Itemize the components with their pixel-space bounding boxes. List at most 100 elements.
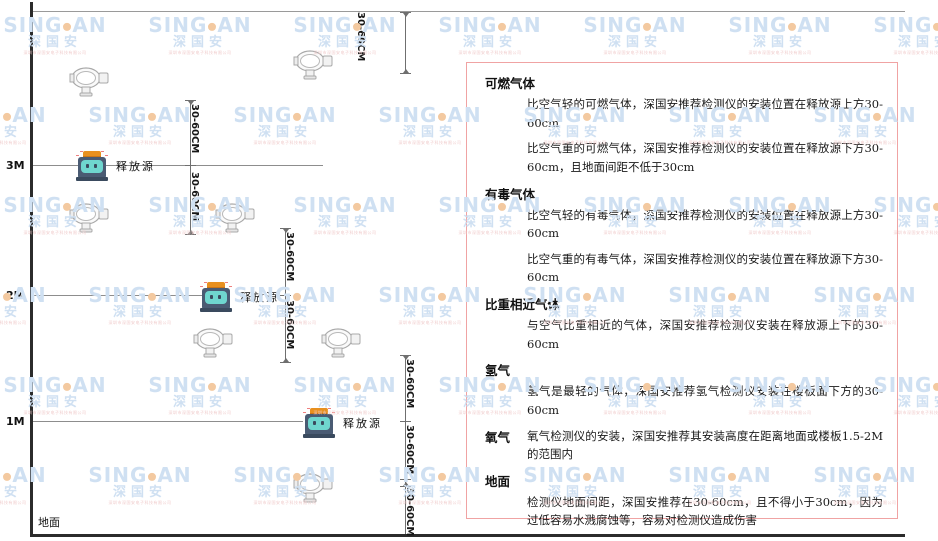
- vertical-axis: [30, 2, 33, 537]
- section-paragraph: 比空气轻的可燃气体，深国安推荐检测仪的安装位置在释放源上方30-60cm: [527, 97, 883, 130]
- dimension-arrow: [280, 228, 291, 233]
- watermark-cn: 深国安: [0, 484, 22, 500]
- watermark-cn: 深国安: [172, 34, 227, 50]
- dimension-arrow: [185, 100, 196, 105]
- dimension-line-lower: [405, 355, 406, 534]
- guideline-section: 有毒气体比空气轻的有毒气体，深国安推荐检测仪的安装位置在释放源上方30-60cm…: [481, 184, 883, 288]
- ground-line: [30, 534, 905, 537]
- dimension-arrow: [400, 355, 411, 360]
- dimension-text: 30-60CM: [355, 12, 366, 62]
- gas-detector-icon: [190, 325, 236, 359]
- section-paragraph: 与空气比重相近的气体，深国安推荐检测仪安装在释放源上下的30-60cm: [527, 318, 883, 351]
- section-title: 有毒气体: [485, 186, 536, 202]
- section-paragraph: 比空气重的有毒气体，深国安推荐检测仪的安装位置在释放源下方30-60cm: [527, 251, 883, 285]
- dimension-tick: [185, 165, 196, 166]
- watermark-sub: 深圳市深国安电子科技有限公司: [0, 500, 27, 506]
- gas-detector-icon: [66, 64, 112, 98]
- level-label-1m: 1M: [6, 415, 25, 428]
- section-title: 地面: [485, 473, 511, 489]
- section-title: 氧气: [485, 429, 511, 445]
- release-source-label: 释放源: [343, 417, 382, 430]
- gas-detector-icon: [290, 47, 336, 81]
- watermark-cn: 深国安: [257, 484, 312, 500]
- level-line-1m: [33, 421, 303, 422]
- top-rule: [30, 11, 905, 12]
- watermark-cn: 深国安: [317, 214, 372, 230]
- watermark-sub: 深圳市深国安电子科技有限公司: [603, 50, 667, 56]
- section-title: 可燃气体: [485, 76, 536, 91]
- guideline-section: 可燃气体比空气轻的可燃气体，深国安推荐检测仪的安装位置在释放源上方30-60cm…: [481, 73, 883, 177]
- watermark-cn: 深国安: [897, 34, 938, 50]
- gas-detector-icon: [290, 470, 336, 504]
- section-paragraph: 检测仪地面间距，深国安推荐在30-60cm，且不得小于30cm，因为过低容易水溅…: [527, 494, 883, 528]
- dimension-tick: [400, 479, 411, 480]
- watermark-sub: 深圳市深国安电子科技有限公司: [168, 410, 232, 416]
- watermark-sub: 深圳市深国安电子科技有限公司: [253, 500, 317, 506]
- watermark-sub: 深圳市深国安电子科技有限公司: [458, 50, 522, 56]
- watermark-sub: 深圳市深国安电子科技有限公司: [893, 50, 938, 56]
- dimension-arrow: [280, 358, 291, 363]
- section-paragraph: 比空气轻的有毒气体，深国安推荐检测仪的安装位置在释放源上方30-60cm: [527, 207, 883, 241]
- section-paragraph: 比空气重的可燃气体，深国安推荐检测仪的安装位置在释放源下方30-60cm，且地面…: [527, 141, 883, 174]
- watermark-cn: 深国安: [27, 34, 82, 50]
- release-source-icon: [76, 151, 108, 181]
- release-source-icon: [200, 282, 232, 312]
- section-paragraph: 氢气是最轻的气体，深国安推荐氢气检测仪安装在楼板面下方的30-60cm: [527, 384, 883, 417]
- gas-detector-icon: [66, 200, 112, 234]
- watermark-cn: 深国安: [752, 34, 807, 50]
- watermark-sub: 深圳市深国安电子科技有限公司: [253, 140, 317, 146]
- watermark-cn: 深国安: [317, 394, 372, 410]
- dimension-arrow: [400, 69, 411, 74]
- watermark-sub: 深圳市深国安电子科技有限公司: [748, 50, 812, 56]
- guideline-section: 氧气 氧气检测仪的安装，深国安推荐其安装高度在距离地面或楼板1.5-2M的范围内: [481, 427, 883, 464]
- guideline-section: 比重相近气体 与空气比重相近的气体，深国安推荐检测仪安装在释放源上下的30-60c…: [481, 294, 883, 353]
- dimension-tick: [400, 421, 411, 422]
- ground-label: 地面: [38, 516, 60, 529]
- dimension-tick: [280, 295, 291, 296]
- watermark-cn: 深国安: [257, 124, 312, 140]
- guideline-section: 地面 检测仪地面间距，深国安推荐在30-60cm，且不得小于30cm，因为过低容易…: [481, 471, 883, 530]
- watermark-cn: 深国安: [0, 124, 22, 140]
- level-label-2m: 2M: [6, 289, 25, 302]
- dimension-text: 30-60CM: [189, 172, 200, 222]
- watermark-cn: 深国安: [27, 394, 82, 410]
- dimension-line-mid: [190, 100, 191, 235]
- release-source-label: 释放源: [240, 291, 279, 304]
- release-source-icon: [303, 408, 335, 438]
- level-line-2m: [33, 295, 208, 296]
- watermark-sub: 深圳市深国安电子科技有限公司: [108, 500, 172, 506]
- gas-detector-icon: [318, 325, 364, 359]
- installation-guidelines-panel: 可燃气体比空气轻的可燃气体，深国安推荐检测仪的安装位置在释放源上方30-60cm…: [466, 62, 898, 527]
- dimension-text: 30-60CM: [404, 487, 415, 537]
- guideline-section: 氢气 氢气是最轻的气体，深国安推荐氢气检测仪安装在楼板面下方的30-60cm: [481, 360, 883, 419]
- dimension-arrow: [400, 12, 411, 17]
